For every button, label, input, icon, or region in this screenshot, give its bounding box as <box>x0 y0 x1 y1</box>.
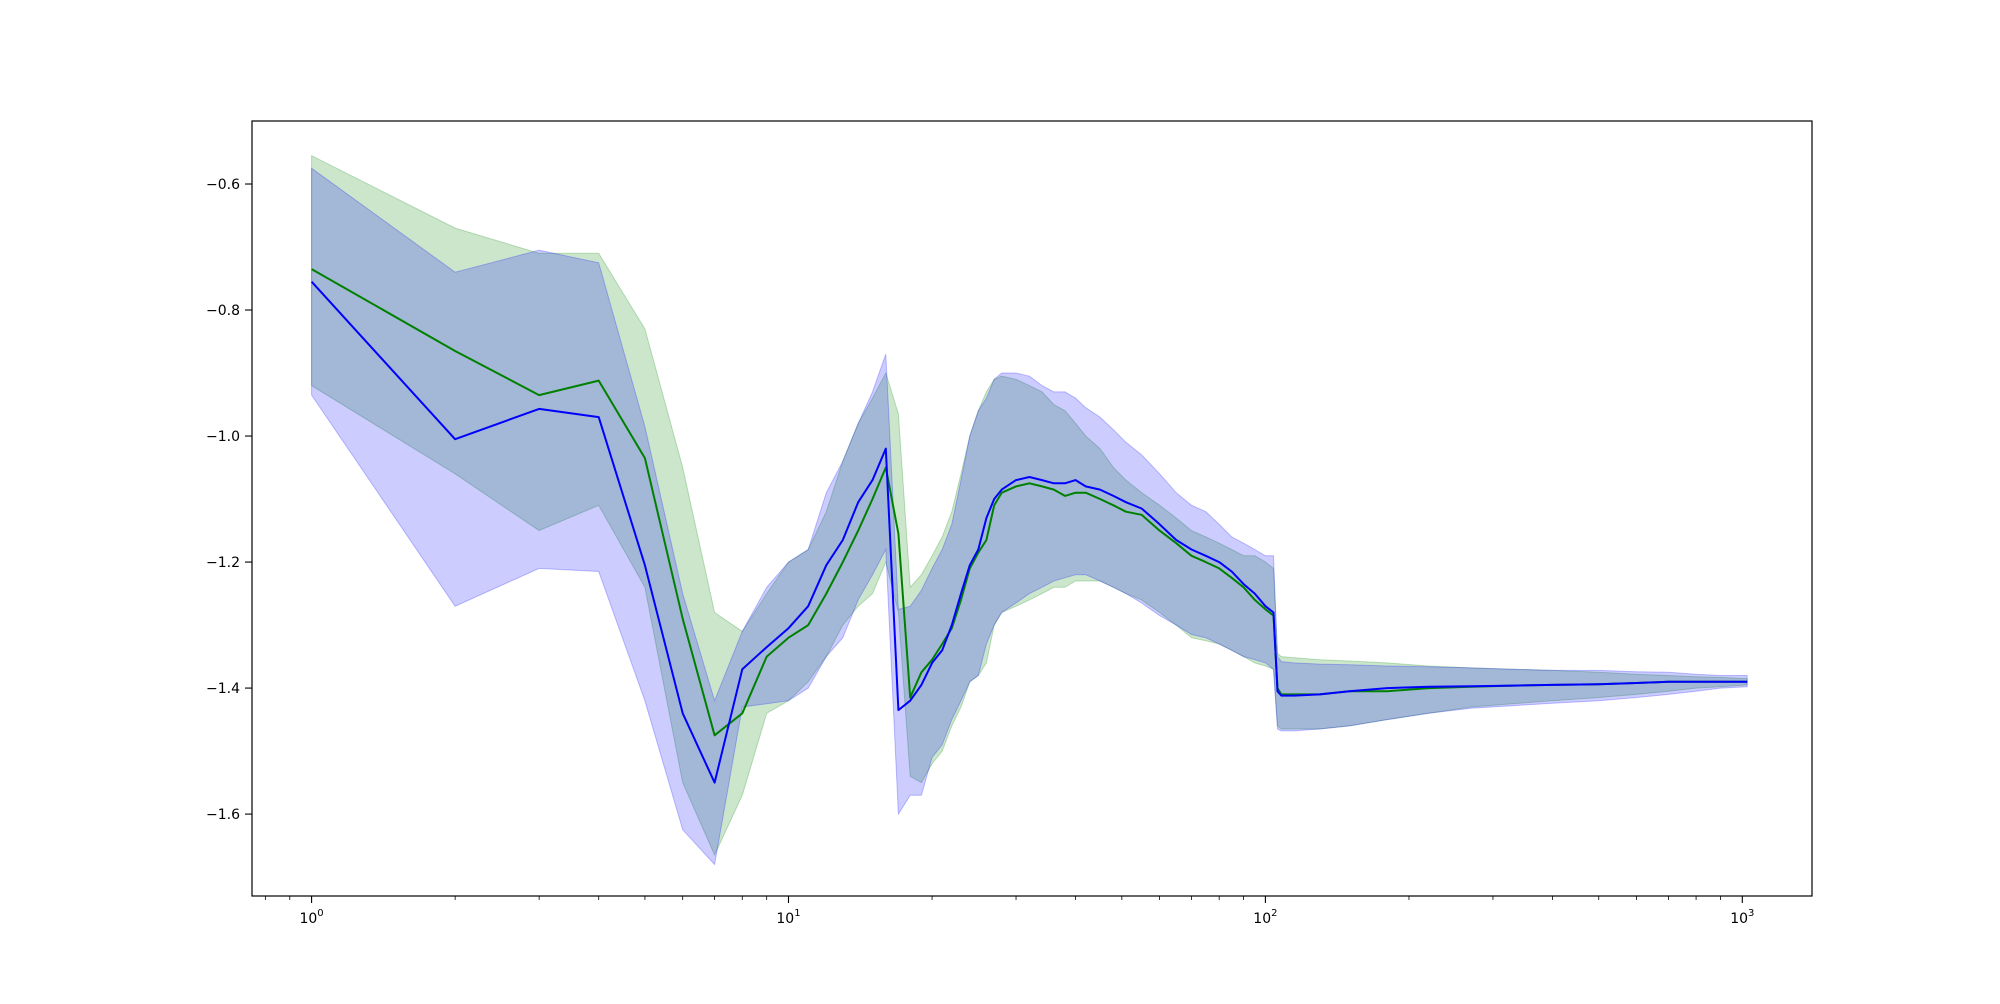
plot-frame <box>251 120 1813 897</box>
x-tick-label: 102 <box>1253 908 1277 927</box>
series-2-band <box>311 167 1748 866</box>
y-tick-label: −1.4 <box>206 681 240 697</box>
x-tick-label: 101 <box>776 908 800 927</box>
series-2-line <box>310 281 1748 784</box>
series-1-band <box>311 154 1748 857</box>
y-tick-label: −1.0 <box>206 429 240 445</box>
confidence-bands <box>311 154 1748 866</box>
y-axis: −0.6 −0.8 −1.0 −1.2 −1.4 −1.6 <box>206 177 252 823</box>
series-lines <box>310 268 1748 784</box>
series-1-line <box>311 268 1748 737</box>
x-tick-label: 103 <box>1730 908 1754 927</box>
y-tick-label: −1.2 <box>206 555 240 571</box>
y-tick-label: −0.8 <box>206 303 240 319</box>
y-tick-label: −0.6 <box>206 177 240 193</box>
y-tick-label: −1.6 <box>206 807 240 823</box>
x-axis: 100 101 102 103 <box>264 896 1754 927</box>
x-tick-label: 100 <box>299 908 323 927</box>
